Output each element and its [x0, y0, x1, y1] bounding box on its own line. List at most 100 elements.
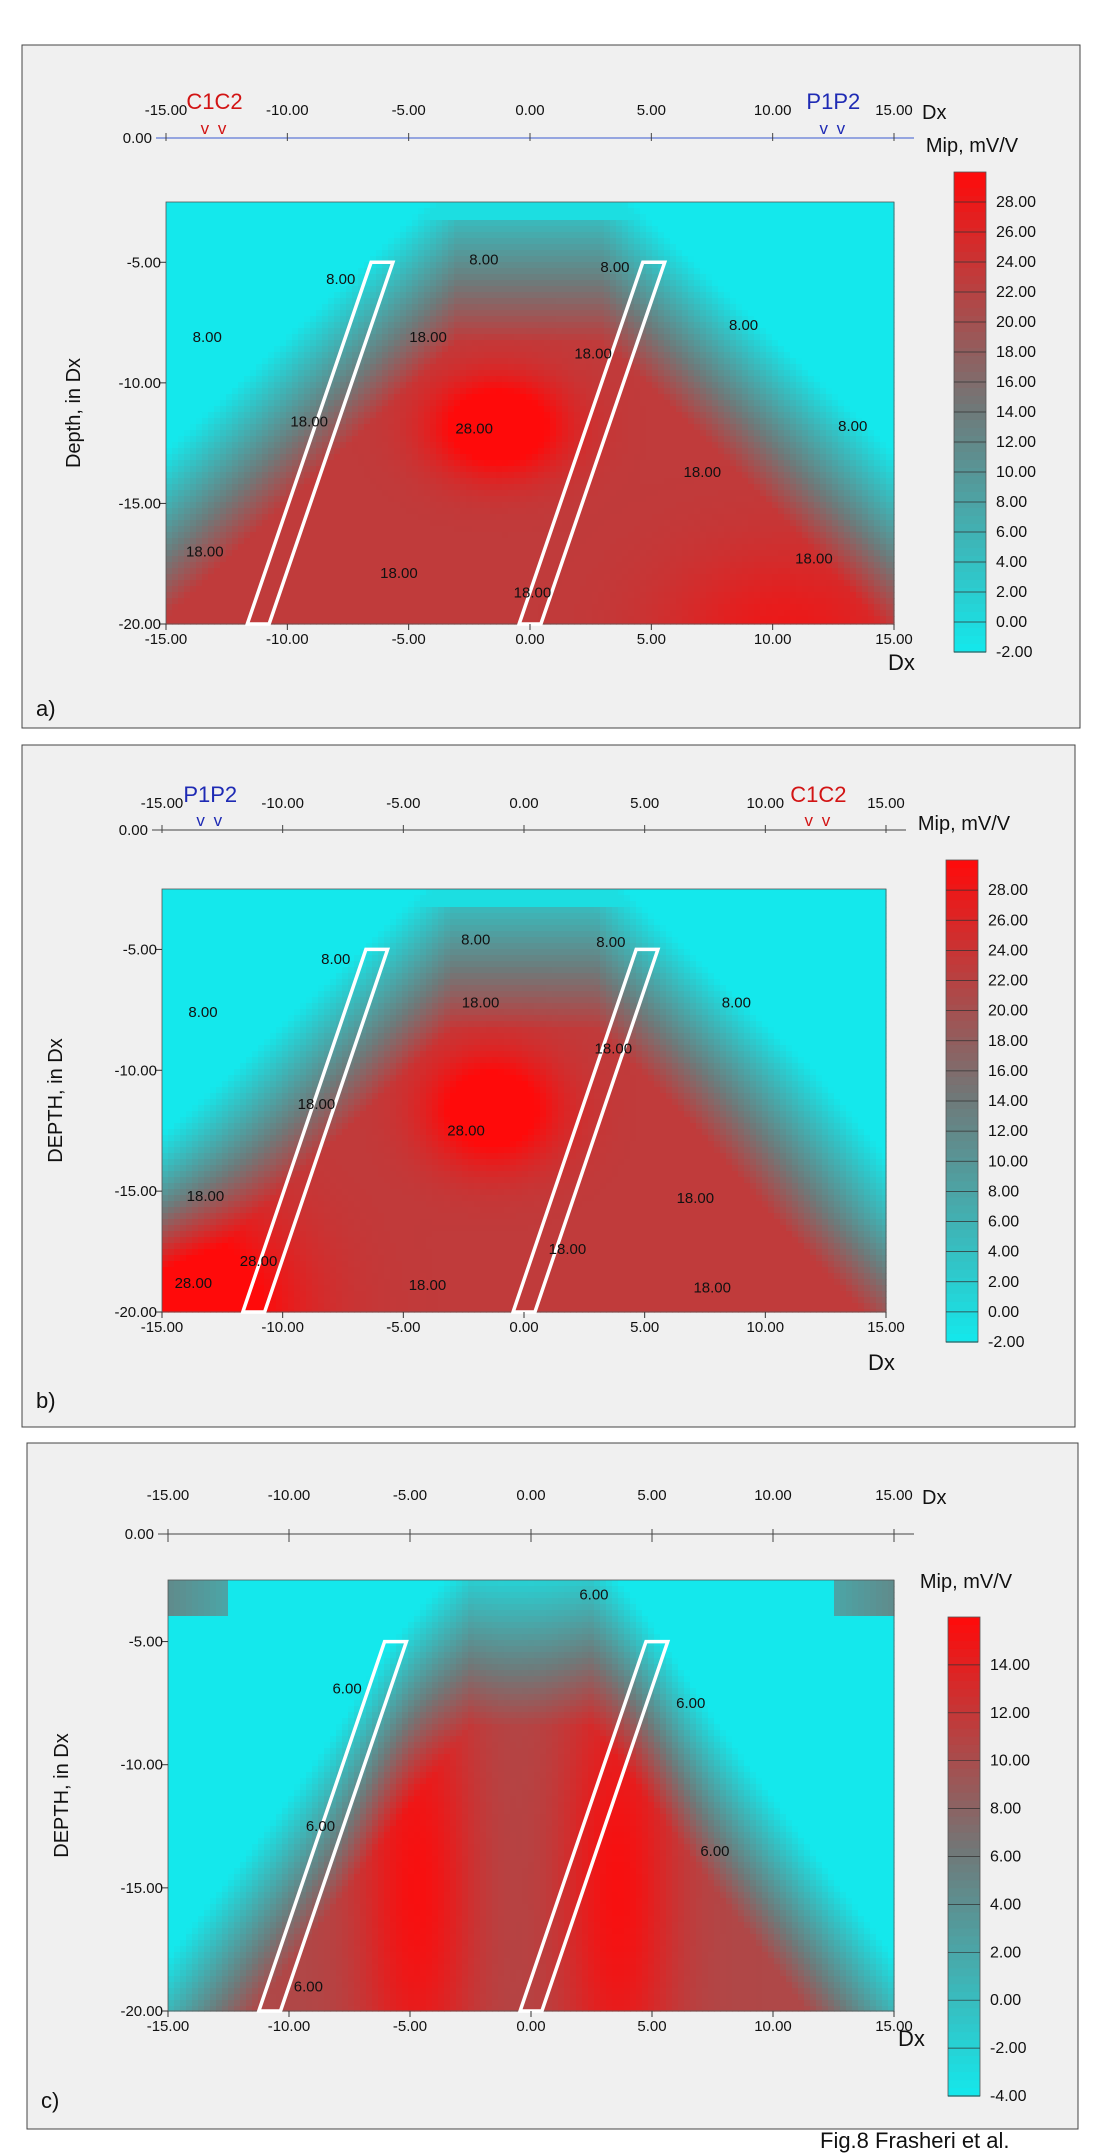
heat-cell	[670, 424, 677, 431]
heat-cell	[772, 274, 779, 281]
heat-cell	[784, 226, 791, 233]
heat-cell	[640, 430, 647, 437]
heat-cell	[394, 346, 401, 353]
heat-cell	[460, 370, 467, 377]
heat-cell	[196, 370, 203, 377]
heat-cell	[778, 358, 785, 365]
heat-cell	[880, 406, 887, 413]
heat-cell	[556, 286, 563, 293]
heat-cell	[754, 442, 761, 449]
heat-cell	[862, 280, 869, 287]
heat-cell	[484, 220, 491, 227]
heat-cell	[628, 220, 635, 227]
heat-cell	[508, 268, 515, 275]
heat-cell	[376, 250, 383, 257]
heat-cell	[790, 346, 797, 353]
heat-cell	[376, 274, 383, 281]
heat-cell	[370, 358, 377, 365]
heat-cell	[538, 346, 545, 353]
heat-cell	[532, 436, 539, 443]
heat-cell	[286, 304, 293, 311]
heat-cell	[544, 334, 551, 341]
heat-cell	[838, 286, 845, 293]
heat-cell	[238, 364, 245, 371]
heat-cell	[232, 382, 239, 389]
heat-cell	[868, 268, 875, 275]
heat-cell	[724, 388, 731, 395]
heat-cell	[838, 436, 845, 443]
heat-cell	[172, 418, 179, 425]
heat-cell	[640, 226, 647, 233]
heat-cell	[838, 298, 845, 305]
heat-cell	[880, 214, 887, 221]
heat-cell	[262, 442, 269, 449]
heat-cell	[538, 202, 545, 209]
heat-cell	[508, 262, 515, 269]
heat-cell	[502, 370, 509, 377]
heat-cell	[364, 442, 371, 449]
heat-cell	[244, 298, 251, 305]
heat-cell	[760, 322, 767, 329]
heat-cell	[682, 298, 689, 305]
heat-cell	[604, 244, 611, 251]
heat-cell	[700, 250, 707, 257]
heat-cell	[412, 358, 419, 365]
heat-cell	[850, 244, 857, 251]
heat-cell	[646, 244, 653, 251]
heat-cell	[490, 268, 497, 275]
heat-cell	[856, 364, 863, 371]
heat-cell	[712, 346, 719, 353]
heat-cell	[550, 268, 557, 275]
heat-cell	[370, 334, 377, 341]
heat-cell	[784, 346, 791, 353]
heat-cell	[178, 244, 185, 251]
heat-cell	[496, 226, 503, 233]
heat-cell	[598, 208, 605, 215]
heat-cell	[250, 442, 257, 449]
heat-cell	[340, 298, 347, 305]
heat-cell	[364, 310, 371, 317]
heat-cell	[526, 358, 533, 365]
heat-cell	[262, 418, 269, 425]
heat-cell	[316, 292, 323, 299]
heat-cell	[508, 418, 515, 425]
heat-cell	[436, 280, 443, 287]
heat-cell	[490, 286, 497, 293]
heat-cell	[580, 292, 587, 299]
heat-cell	[604, 412, 611, 419]
heat-cell	[604, 310, 611, 317]
heat-cell	[700, 244, 707, 251]
heat-cell	[568, 322, 575, 329]
heat-cell	[400, 322, 407, 329]
heat-cell	[844, 364, 851, 371]
heat-cell	[214, 358, 221, 365]
heat-cell	[460, 226, 467, 233]
heat-cell	[868, 418, 875, 425]
heat-cell	[850, 358, 857, 365]
heat-cell	[382, 208, 389, 215]
heat-cell	[376, 388, 383, 395]
heat-cell	[712, 364, 719, 371]
heat-cell	[322, 238, 329, 245]
heat-cell	[280, 388, 287, 395]
heat-cell	[196, 238, 203, 245]
heat-cell	[640, 238, 647, 245]
heat-cell	[508, 286, 515, 293]
heat-cell	[688, 382, 695, 389]
heat-cell	[292, 286, 299, 293]
heat-cell	[274, 214, 281, 221]
heat-cell	[646, 358, 653, 365]
heat-cell	[256, 256, 263, 263]
heat-cell	[802, 334, 809, 341]
heat-cell	[574, 310, 581, 317]
heat-cell	[484, 364, 491, 371]
heat-cell	[874, 388, 881, 395]
heat-cell	[454, 268, 461, 275]
heat-cell	[538, 268, 545, 275]
heat-cell	[496, 346, 503, 353]
heat-cell	[232, 430, 239, 437]
heat-cell	[856, 316, 863, 323]
heat-cell	[556, 232, 563, 239]
heat-cell	[682, 400, 689, 407]
heat-cell	[682, 286, 689, 293]
